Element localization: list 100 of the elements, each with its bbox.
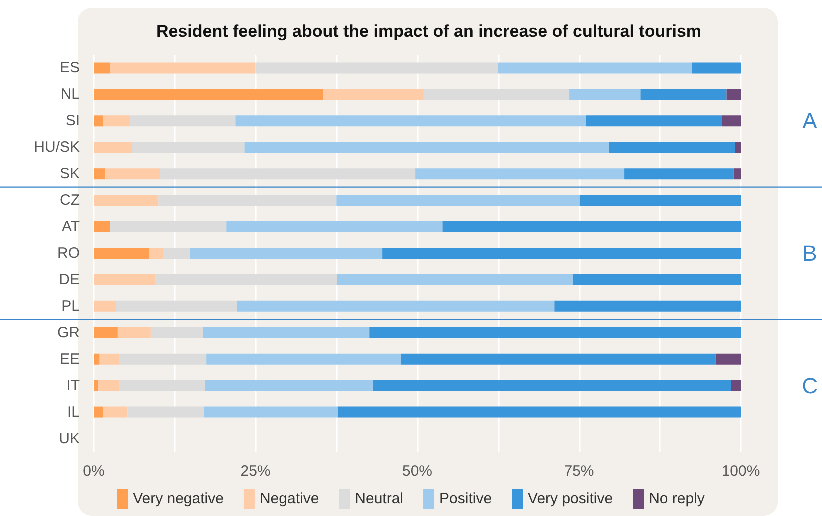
bar [609,142,736,154]
bar [94,89,324,100]
y-tick-label: ES [60,60,80,77]
bar [94,380,99,392]
text: B [802,241,818,266]
bar [128,406,204,418]
y-tick-label: RO [58,245,80,262]
bar [382,248,741,259]
y-tick-label: DE [59,271,80,288]
bar [98,380,120,392]
bar [120,380,206,392]
y-tick-label: IT [66,377,80,394]
y-tick-label: SI [66,112,80,130]
bar [94,62,110,74]
bar [570,89,641,100]
bar [586,116,722,127]
y-tick-label: HU/SK [34,139,80,156]
bar [580,195,741,206]
bar [94,406,104,418]
x-tick-label: 50% [402,463,433,480]
bar [338,406,741,418]
bar [573,274,741,286]
bar [150,327,204,338]
bar [731,380,741,392]
bar [94,354,100,365]
bar [244,142,610,154]
bar [100,354,120,365]
bar [94,168,106,180]
legend-label: Very negative [133,490,224,508]
y-tick-label: GR [58,324,80,342]
bar [104,116,130,127]
legend-label: No reply [649,490,706,508]
legend-label: Very positive [528,490,614,508]
bar [94,142,132,154]
y-tick-label: AT [62,218,80,236]
bar [624,168,734,180]
legend-label: Negative [260,490,320,508]
x-tick-label: 100% [722,463,760,480]
y-tick-label: IL [67,404,80,421]
bar [324,89,424,100]
bar [110,62,256,74]
bar [640,89,727,100]
bar [116,300,237,312]
bar [735,142,741,154]
y-tick-label: SK [60,166,80,183]
x-tick-label: 25% [240,463,271,480]
bar [158,195,337,206]
bar [163,248,190,259]
bar [226,222,443,233]
bar [256,62,498,74]
bar [716,354,741,365]
bar [94,327,118,338]
legend-label: Neutral [355,490,404,508]
y-tick-label: NL [60,86,80,104]
bar [94,248,149,259]
bar [554,300,741,312]
bar [205,380,374,392]
bar [119,354,207,365]
bar [118,327,151,338]
bar [190,248,383,259]
y-tick-label: EE [60,350,80,368]
bar [401,354,716,365]
bar [94,116,104,127]
bar [203,327,370,338]
bar [336,195,580,206]
y-tick-label: UK [59,430,80,448]
bar [206,354,402,365]
bar [130,116,236,127]
bar [236,300,555,312]
bar [374,380,732,392]
bar [337,274,574,286]
bar [148,248,164,259]
bar [424,89,570,100]
bar [722,116,741,127]
bar [103,406,128,418]
bar [236,116,586,127]
bar [132,142,245,154]
bar [726,89,741,100]
y-tick-label: PL [62,298,80,315]
bar [94,195,159,206]
bar [155,274,338,286]
bar [370,327,741,338]
text: A [802,108,818,134]
bar [204,406,338,418]
x-tick-label: 0% [83,463,105,480]
x-tick-label: 75% [564,463,594,480]
bar [160,168,416,180]
bar [734,168,741,180]
chart-title: Resident feeling about the impact of an increase of cultural tourism [156,22,702,41]
bar [94,300,116,312]
bar [498,62,692,74]
bar [110,222,227,233]
bar [106,168,160,180]
bar [94,274,156,286]
bar [692,62,741,74]
y-tick-label: CZ [60,192,80,210]
bar [416,168,625,180]
text: C [802,373,818,398]
legend-label: Positive [440,490,492,508]
bar [94,222,110,233]
